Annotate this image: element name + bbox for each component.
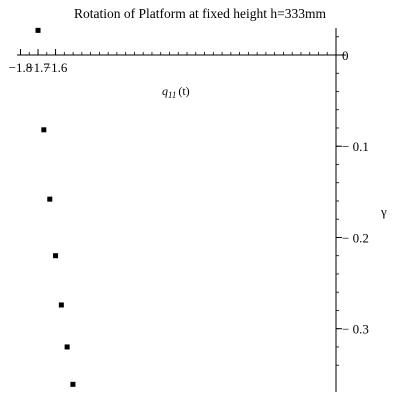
y-tick-label: − 0.3 [342, 322, 369, 337]
data-point [47, 196, 53, 202]
x-tick-label: −1.7 [26, 60, 50, 75]
data-point [41, 127, 47, 133]
x-tick-label: −1.6 [44, 60, 68, 75]
y-axis-label: γ [380, 204, 387, 219]
data-point [58, 302, 64, 308]
y-tick-label: − 0.2 [342, 230, 369, 245]
y-tick-label: 0 [342, 48, 349, 63]
x-axis-ticks: −1.8−1.7−1.6 [9, 49, 328, 75]
data-point [53, 253, 59, 259]
x-axis-label-main: q [162, 84, 168, 98]
data-point [35, 27, 41, 33]
chart-title: Rotation of Platform at fixed height h=3… [74, 6, 327, 21]
x-axis-label-subscript: 11 [168, 90, 176, 100]
data-points [35, 27, 76, 387]
data-point [64, 344, 70, 350]
x-axis-label-argument: (t) [178, 84, 189, 98]
data-point [70, 381, 76, 387]
axes [17, 28, 346, 392]
x-tick-label: −1.8 [9, 60, 33, 75]
y-axis-ticks: 0 − 0.1 − 0.2 − 0.3 [336, 36, 369, 366]
x-axis-label: q11 (t) [162, 84, 190, 100]
y-tick-label: − 0.1 [342, 139, 369, 154]
